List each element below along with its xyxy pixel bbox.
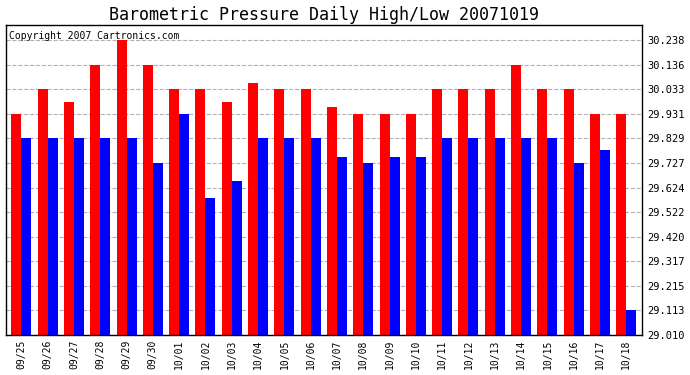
Bar bbox=[21, 138, 31, 335]
Bar bbox=[390, 158, 400, 335]
Bar bbox=[221, 102, 232, 335]
Bar bbox=[564, 89, 573, 335]
Bar bbox=[573, 163, 584, 335]
Bar bbox=[380, 114, 390, 335]
Bar bbox=[442, 138, 452, 335]
Bar bbox=[432, 89, 442, 335]
Bar bbox=[38, 89, 48, 335]
Bar bbox=[353, 114, 363, 335]
Bar bbox=[458, 89, 469, 335]
Bar bbox=[126, 138, 137, 335]
Bar bbox=[310, 138, 321, 335]
Bar bbox=[284, 138, 295, 335]
Bar bbox=[301, 89, 310, 335]
Bar bbox=[74, 138, 84, 335]
Bar bbox=[495, 138, 505, 335]
Bar bbox=[521, 138, 531, 335]
Bar bbox=[153, 163, 163, 335]
Bar bbox=[143, 64, 153, 335]
Bar bbox=[416, 158, 426, 335]
Bar bbox=[600, 150, 610, 335]
Bar bbox=[206, 198, 215, 335]
Title: Barometric Pressure Daily High/Low 20071019: Barometric Pressure Daily High/Low 20071… bbox=[109, 6, 539, 24]
Bar bbox=[363, 163, 373, 335]
Bar bbox=[195, 89, 206, 335]
Bar bbox=[64, 102, 74, 335]
Bar bbox=[179, 114, 189, 335]
Bar bbox=[248, 83, 258, 335]
Bar bbox=[511, 64, 521, 335]
Bar bbox=[469, 138, 478, 335]
Bar bbox=[11, 114, 21, 335]
Bar bbox=[232, 182, 241, 335]
Bar bbox=[538, 89, 547, 335]
Text: Copyright 2007 Cartronics.com: Copyright 2007 Cartronics.com bbox=[9, 32, 179, 41]
Bar bbox=[48, 138, 58, 335]
Bar bbox=[616, 114, 627, 335]
Bar bbox=[117, 40, 126, 335]
Bar bbox=[327, 107, 337, 335]
Bar bbox=[90, 64, 100, 335]
Bar bbox=[547, 138, 558, 335]
Bar bbox=[406, 114, 416, 335]
Bar bbox=[100, 138, 110, 335]
Bar bbox=[627, 310, 636, 335]
Bar bbox=[590, 114, 600, 335]
Bar bbox=[485, 89, 495, 335]
Bar bbox=[258, 138, 268, 335]
Bar bbox=[169, 89, 179, 335]
Bar bbox=[337, 158, 347, 335]
Bar bbox=[275, 89, 284, 335]
